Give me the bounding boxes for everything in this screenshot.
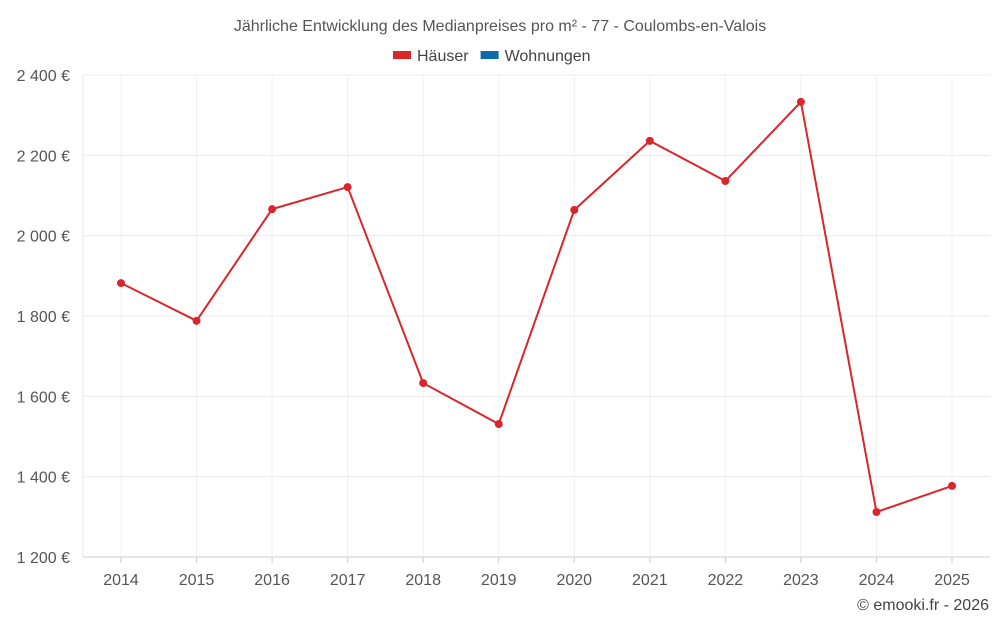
data-point [494,420,503,429]
chart-title: Jährliche Entwicklung des Medianpreises … [234,18,766,35]
credit: © emooki.fr - 2026 [857,597,989,614]
legend-label: Häuser [417,48,469,65]
x-tick-label: 2023 [783,572,819,589]
y-tick-label: 2 200 € [17,148,70,165]
data-point [117,279,125,288]
data-point [343,183,352,192]
legend: Häuser Wohnungen [393,48,591,65]
legend-label: Wohnungen [505,48,591,65]
x-tick-label: 2021 [632,572,668,589]
y-tick-label: 2 400 € [17,68,70,85]
series-line [120,99,953,514]
x-tick-label: 2025 [934,572,970,589]
x-tick-label: 2019 [481,572,517,589]
legend-swatch-wohnungen [480,51,499,59]
data-point [948,481,956,490]
series [117,97,956,517]
axes: 1 200 € 1 400 € 1 600 € 1 800 € 2 000 € 2 200… [17,68,970,589]
x-tick-label: 2017 [330,572,366,589]
x-tick-label: 2020 [556,572,592,589]
data-point [419,379,428,388]
x-tick-label: 2015 [179,572,215,589]
x-tick-label: 2014 [103,572,139,589]
data-point [192,316,201,325]
y-tick-label: 1 800 € [17,309,70,326]
x-tick-label: 2016 [254,572,290,589]
data-point [796,97,805,106]
y-tick-label: 1 400 € [17,470,70,487]
data-point [570,205,579,214]
grid [82,74,990,558]
x-tick-label: 2022 [708,572,744,589]
data-point [645,136,654,145]
y-tick-label: 1 600 € [17,389,70,406]
data-point [721,177,730,186]
data-point [872,508,881,517]
data-point [268,205,277,214]
x-tick-label: 2024 [859,572,895,589]
legend-swatch-häuser [393,51,411,59]
y-tick-label: 2 000 € [17,229,70,246]
y-tick-label: 1 200 € [17,550,70,567]
x-tick-label: 2018 [405,572,441,589]
